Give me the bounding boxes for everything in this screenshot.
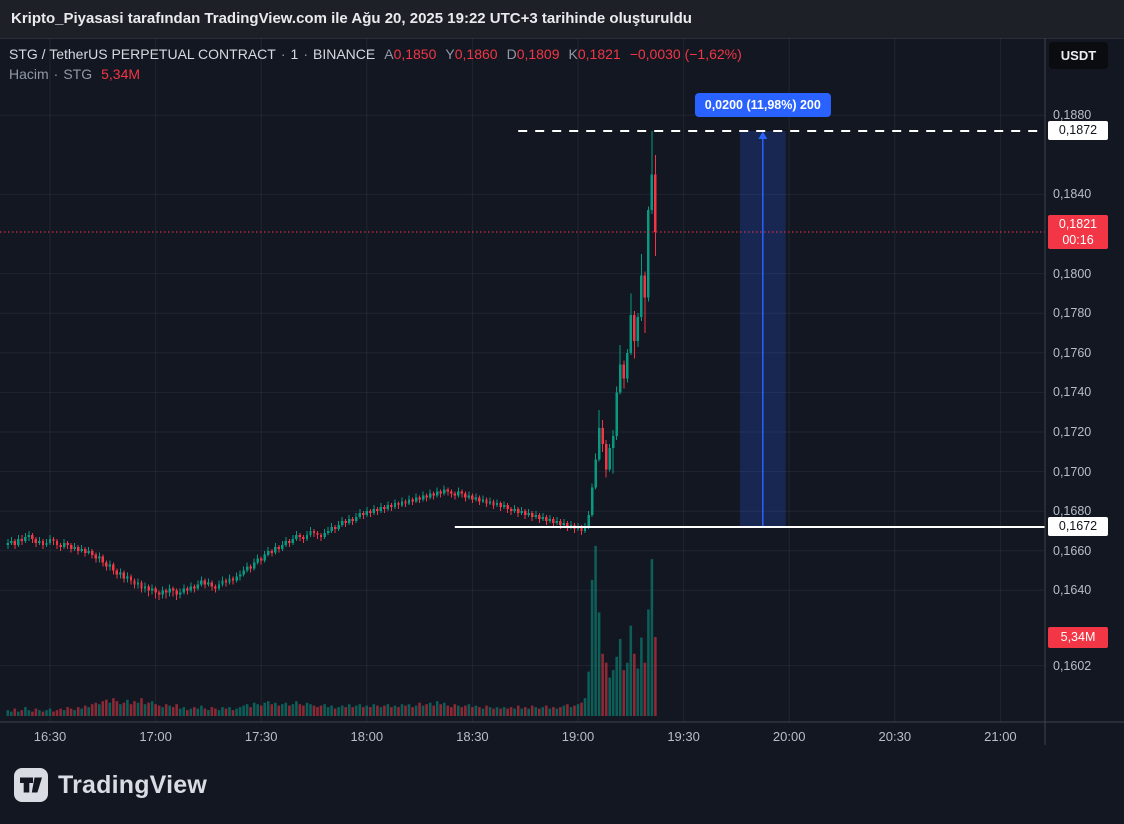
time-tick-label: 18:00 [350, 729, 384, 744]
separator-dot: · [53, 66, 59, 82]
candles-layer [6, 131, 657, 601]
volume-symbol-label: STG [63, 66, 93, 82]
grid-layer [0, 38, 1045, 722]
ohlc-close: K0,1821 [568, 46, 621, 62]
price-tick-label: 0,1740 [1053, 385, 1092, 400]
time-tick-label: 21:00 [984, 729, 1017, 744]
currency-toggle-button[interactable]: USDT [1049, 42, 1108, 69]
symbol-row: STG / TetherUS PERPETUAL CONTRACT · 1 · BINA… [9, 44, 742, 64]
price-tick-label: 0,1700 [1053, 464, 1092, 479]
price-tick-label: 0,1660 [1053, 543, 1092, 558]
separator-dot: · [280, 46, 286, 62]
brand-wordmark[interactable]: TradingView [58, 770, 208, 799]
separator-dot: · [303, 46, 308, 62]
volume-value-label: 5,34M [1048, 627, 1108, 648]
time-tick-label: 17:00 [139, 729, 172, 744]
time-tick-label: 17:30 [244, 729, 278, 744]
time-tick-label: 16:30 [33, 729, 67, 744]
price-tick-label: 0,1640 [1053, 583, 1092, 598]
time-tick-label: 20:30 [878, 729, 912, 744]
time-tick-label: 20:00 [772, 729, 806, 744]
exchange-label: BINANCE [312, 46, 376, 62]
price-tick-label: 0,1760 [1053, 345, 1092, 360]
time-tick-label: 19:00 [561, 729, 595, 744]
price-tick-label: 0,1880 [1053, 108, 1092, 123]
volume-layer [6, 545, 657, 716]
change-value: −0,0030 (−1,62%) [629, 46, 742, 62]
tradingview-logo-icon[interactable] [14, 768, 48, 802]
time-tick-label: 19:30 [667, 729, 700, 744]
solid-line-price-label: 0,1672 [1048, 517, 1108, 536]
ohlc-low: D0,1809 [506, 46, 560, 62]
volume-study-row: Hacim · STG 5,34M [9, 64, 742, 84]
price-range-measurement[interactable] [739, 131, 786, 527]
volume-study-label[interactable]: Hacim [9, 66, 49, 82]
attribution-text: Kripto_Piyasasi tarafından TradingView.c… [0, 0, 1124, 38]
dashed-line-price-label: 0,1872 [1048, 121, 1108, 140]
measurement-label[interactable]: 0,0200 (11,98%) 200 [694, 93, 831, 117]
interval-label[interactable]: 1 [290, 46, 299, 62]
last-price-label: 0,1821 00:16 [1048, 215, 1108, 249]
price-tick-label: 0,1680 [1053, 504, 1092, 519]
ohlc-open: A0,1850 [384, 46, 437, 62]
price-tick-label: 0,1602 [1053, 658, 1092, 673]
price-tick-label: 0,1840 [1053, 187, 1092, 202]
price-tick-label: 0,1800 [1053, 266, 1092, 281]
pane-borders [0, 37, 1124, 745]
footer-brand: TradingView [14, 768, 207, 802]
time-tick-label: 18:30 [456, 729, 489, 744]
candle-countdown: 00:16 [1062, 233, 1094, 247]
symbol-title[interactable]: STG / TetherUS PERPETUAL CONTRACT [9, 46, 276, 62]
ohlc-high: Y0,1860 [445, 46, 498, 62]
volume-current-value: 5,34M [101, 66, 141, 82]
price-tick-label: 0,1780 [1053, 306, 1092, 321]
price-tick-label: 0,1720 [1053, 425, 1092, 439]
chart-legend: STG / TetherUS PERPETUAL CONTRACT · 1 · BINA… [9, 44, 742, 84]
